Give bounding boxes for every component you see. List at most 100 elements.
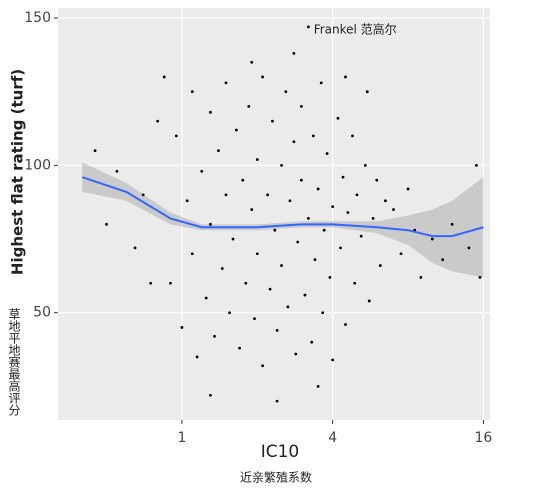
point xyxy=(115,169,119,173)
point xyxy=(209,222,212,226)
point xyxy=(234,128,238,132)
point xyxy=(185,199,189,203)
point xyxy=(280,163,283,167)
point xyxy=(266,193,270,197)
point xyxy=(105,222,108,226)
point xyxy=(359,234,363,238)
point xyxy=(284,90,288,94)
point xyxy=(244,281,248,285)
point xyxy=(228,311,231,315)
point xyxy=(299,105,303,108)
point xyxy=(365,90,369,94)
point xyxy=(209,110,212,114)
point xyxy=(292,51,296,55)
panel xyxy=(58,8,490,420)
point xyxy=(306,217,310,220)
smooth-line xyxy=(81,176,484,238)
point xyxy=(275,329,279,332)
point xyxy=(156,119,160,123)
point xyxy=(247,105,251,108)
point xyxy=(336,116,340,120)
point xyxy=(294,352,298,356)
point xyxy=(355,193,359,197)
point xyxy=(241,178,245,182)
y-axis-title: Highest flat rating (turf) xyxy=(9,69,27,275)
point xyxy=(353,281,357,285)
point xyxy=(331,358,335,362)
point xyxy=(217,149,220,153)
point xyxy=(344,75,347,79)
point xyxy=(406,187,410,191)
point xyxy=(341,175,345,179)
point xyxy=(375,178,379,182)
point xyxy=(169,281,172,285)
point xyxy=(261,75,264,79)
confidence-band xyxy=(82,162,484,278)
point xyxy=(367,299,371,303)
point xyxy=(296,240,300,244)
point xyxy=(273,228,277,232)
point xyxy=(467,246,471,250)
point xyxy=(255,252,259,256)
point xyxy=(200,169,204,173)
point xyxy=(231,237,235,241)
point xyxy=(224,193,228,197)
point xyxy=(299,178,303,182)
point xyxy=(313,258,317,262)
point xyxy=(478,275,482,279)
point xyxy=(190,252,194,256)
point xyxy=(331,205,335,209)
point xyxy=(275,399,279,403)
point xyxy=(288,199,292,203)
point xyxy=(174,134,178,138)
x-tick-label: 1 xyxy=(177,430,186,446)
point xyxy=(149,281,153,285)
point xyxy=(220,267,224,270)
x-tick-label: 4 xyxy=(328,430,337,446)
point xyxy=(371,217,375,220)
point xyxy=(322,228,326,232)
point xyxy=(133,246,137,250)
point xyxy=(141,193,145,197)
point xyxy=(271,119,274,123)
x-axis-title: IC10 xyxy=(261,442,300,462)
y-tick-label: 50 xyxy=(33,305,51,321)
point xyxy=(204,296,208,300)
point xyxy=(213,334,216,338)
point xyxy=(351,134,354,138)
point xyxy=(209,393,212,397)
point xyxy=(180,326,184,329)
point xyxy=(378,264,382,267)
point xyxy=(392,208,395,211)
point xyxy=(346,211,350,214)
point xyxy=(268,287,272,291)
point xyxy=(430,237,434,241)
point xyxy=(195,355,199,359)
point xyxy=(419,275,423,279)
point xyxy=(344,323,347,326)
point xyxy=(93,149,97,153)
point xyxy=(224,81,228,85)
y-axis-title-cn: 草地平地赛最高评分 xyxy=(7,308,21,417)
point xyxy=(238,346,242,350)
point xyxy=(328,275,332,279)
point xyxy=(474,163,478,167)
point xyxy=(190,90,194,94)
y-tick-label: 100 xyxy=(24,157,51,173)
point xyxy=(441,258,445,262)
point xyxy=(162,75,166,79)
point xyxy=(325,152,329,155)
point xyxy=(250,60,254,64)
point xyxy=(450,222,454,226)
point xyxy=(310,340,314,344)
point xyxy=(303,293,307,297)
point xyxy=(319,81,323,85)
point xyxy=(306,25,310,29)
point xyxy=(321,311,325,315)
point xyxy=(280,264,283,267)
point xyxy=(311,134,315,138)
point xyxy=(363,163,367,167)
point xyxy=(339,246,342,250)
